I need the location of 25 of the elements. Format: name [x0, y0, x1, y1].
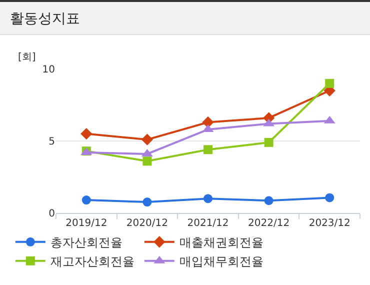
y-tick-label: 5: [48, 136, 55, 148]
point: [142, 156, 152, 166]
point: [325, 193, 334, 202]
point: [141, 134, 154, 146]
point: [80, 128, 92, 140]
point: [204, 194, 212, 204]
point: [142, 198, 152, 207]
y-axis-title: [회]: [18, 52, 36, 63]
x-tick-label: 2021/12: [187, 218, 229, 229]
point: [264, 138, 274, 147]
legend-label: 매입채무회전율: [179, 254, 264, 269]
y-tick-label: 0: [48, 208, 55, 220]
point: [264, 196, 274, 206]
x-tick-label: 2023/12: [308, 218, 350, 229]
point: [82, 196, 91, 205]
x-tick-label: 2020/12: [126, 218, 168, 229]
x-tick-label: 2019/12: [66, 218, 108, 229]
chart-title: 활동성지표: [0, 0, 370, 35]
legend-label: 재고자산회전율: [50, 254, 134, 269]
point: [204, 145, 212, 154]
x-tick-label: 2022/12: [248, 218, 290, 229]
y-tick-label: 10: [42, 64, 55, 76]
point: [325, 78, 334, 88]
legend-label: 매출채권회전율: [179, 236, 264, 250]
legend-label: 총자산회전율: [50, 236, 122, 250]
